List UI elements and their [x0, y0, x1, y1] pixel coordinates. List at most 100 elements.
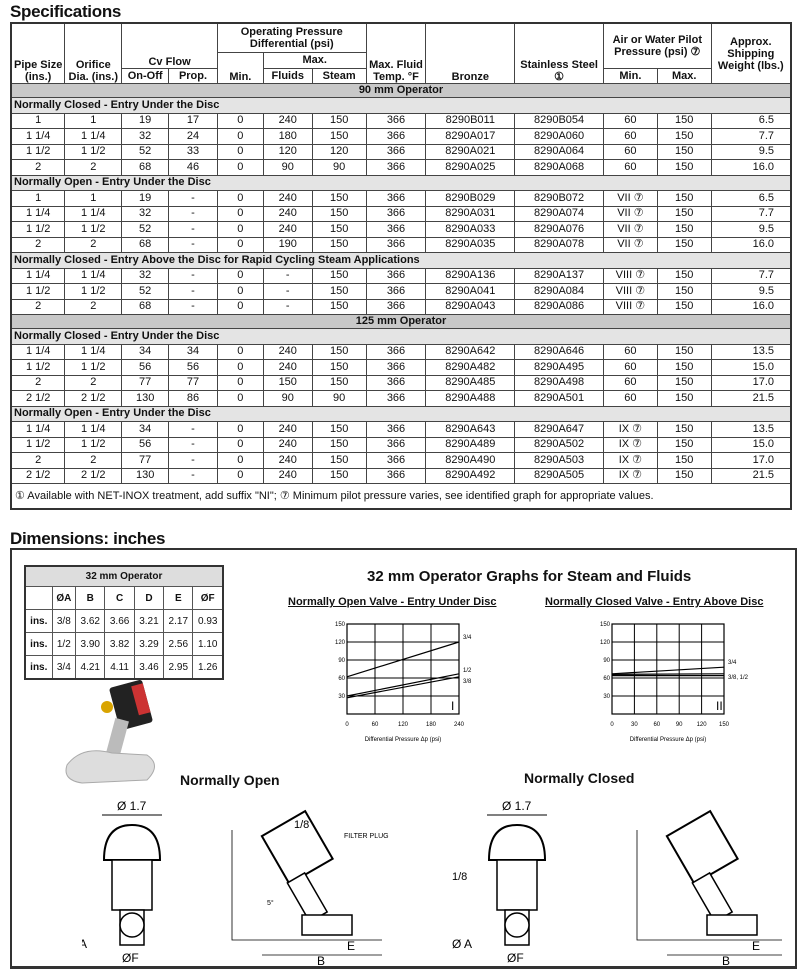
- table-cell: 1 1/4: [64, 205, 123, 222]
- table-cell: -: [168, 452, 218, 469]
- table-cell: 240: [262, 221, 313, 238]
- table-cell: IX ⑦: [602, 452, 658, 469]
- table-cell: 19: [121, 190, 170, 207]
- header-pilot-pressure: Air or Water Pilot Pressure (psi) ⑦: [602, 22, 712, 69]
- table-cell: 366: [365, 374, 427, 391]
- table-cell: 150: [311, 221, 367, 238]
- table-cell: 366: [365, 221, 427, 238]
- table-cell: 19: [121, 112, 170, 129]
- table-cell: 8290A643: [425, 421, 516, 438]
- dimensions-panel: 32 mm Operator ØA B C D E ØF ins. 3/8 3.62 3.66 3…: [10, 548, 797, 969]
- table-cell: 150: [262, 374, 313, 391]
- table-cell: VIII ⑦: [602, 283, 658, 300]
- group-label: Normally Closed - Entry Under the Disc: [10, 97, 792, 114]
- series-label: 3/8, 1/2: [728, 675, 749, 681]
- table-cell: 16.0: [710, 298, 792, 315]
- series-line: [346, 676, 460, 699]
- table-cell: 60: [602, 128, 658, 145]
- table-cell: 240: [262, 452, 313, 469]
- dimension-header: D: [133, 586, 165, 610]
- table-cell: 60: [602, 359, 658, 376]
- table-cell: -: [262, 298, 313, 315]
- table-cell: 60: [602, 390, 658, 407]
- table-cell: -: [262, 267, 313, 284]
- table-cell: 0: [216, 190, 264, 207]
- table-cell: 1 1/2: [10, 359, 66, 376]
- table-cell: 13.5: [710, 421, 792, 438]
- table-cell: 1: [64, 190, 123, 207]
- table-cell: 366: [365, 205, 427, 222]
- header-max-temp: Max. Fluid Temp. °F: [365, 22, 427, 84]
- table-cell: 366: [365, 421, 427, 438]
- table-cell: 8290B054: [514, 112, 604, 129]
- table-cell: 1 1/4: [64, 421, 123, 438]
- table-cell: 8290A647: [514, 421, 604, 438]
- table-cell: 240: [262, 436, 313, 453]
- table-cell: 0: [216, 205, 264, 222]
- table-cell: 150: [311, 421, 367, 438]
- table-cell: 8290A041: [425, 283, 516, 300]
- table-cell: 120: [311, 143, 367, 160]
- header-pilot-max: Max.: [656, 67, 712, 84]
- y-tick-label: 90: [603, 658, 610, 664]
- table-cell: 150: [311, 236, 367, 253]
- table-cell: 77: [121, 452, 170, 469]
- table-cell: 150: [311, 190, 367, 207]
- table-cell: 150: [656, 159, 712, 176]
- table-row: 2 2 77-0 240 150 366 8290A490 8290A503 IX ⑦ 150 17…: [10, 452, 792, 469]
- table-cell: 68: [121, 236, 170, 253]
- valve-photo: [65, 680, 155, 784]
- x-tick-label: 240: [454, 722, 465, 728]
- table-row: 1 1/4 1 1/4 32-0-150 366 8290A136 8290A137 VII…: [10, 267, 792, 284]
- graph-annotation: II: [716, 699, 723, 713]
- table-cell: 2 1/2: [64, 390, 123, 407]
- table-cell: 0: [216, 467, 264, 484]
- table-cell: 8290A064: [514, 143, 604, 160]
- table-cell: 150: [311, 128, 367, 145]
- table-cell: 130: [121, 467, 170, 484]
- table-cell: 150: [311, 436, 367, 453]
- table-cell: 90: [311, 390, 367, 407]
- table-cell: 2: [64, 159, 123, 176]
- table-cell: 34: [121, 421, 170, 438]
- table-cell: 150: [656, 283, 712, 300]
- table-cell: IX ⑦: [602, 421, 658, 438]
- table-cell: VIII ⑦: [602, 298, 658, 315]
- table-cell: 2: [64, 374, 123, 391]
- dimension-cell: 3.21: [133, 609, 165, 633]
- footnote: ① Available with NET-INOX treatment, add…: [10, 483, 792, 510]
- dimension-cell: 0.93: [192, 609, 224, 633]
- table-row: 2 2 68-0-150 366 8290A043 8290A086 VIII ⑦ 150 16…: [10, 298, 792, 315]
- table-cell: 150: [656, 359, 712, 376]
- operator-row: 90 mm Operator: [10, 83, 792, 98]
- dimension-row: ins. 3/4 4.21 4.11 3.46 2.95 1.26: [24, 655, 224, 680]
- table-cell: 240: [262, 190, 313, 207]
- table-cell: IX ⑦: [602, 436, 658, 453]
- header-orifice: Orifice Dia. (ins.): [64, 22, 123, 84]
- table-row: 2 2 68-0 190 150 366 8290A035 8290A078 VII ⑦ 150 1…: [10, 236, 792, 253]
- table-cell: 150: [656, 128, 712, 145]
- graphs-title: 32 mm Operator Graphs for Steam and Flui…: [367, 568, 692, 585]
- table-row: 1 1/2 1 1/2 52 33 0 120 120 366 8290A021 8290A064…: [10, 143, 792, 160]
- f-label: ØF: [122, 951, 139, 965]
- normally-closed-title: Normally Closed: [524, 770, 635, 786]
- table-cell: 17.0: [710, 374, 792, 391]
- table-cell: 366: [365, 298, 427, 315]
- table-cell: 8290A489: [425, 436, 516, 453]
- table-cell: 130: [121, 390, 170, 407]
- group-label: Normally Open - Entry Under the Disc: [10, 174, 792, 191]
- table-cell: 150: [656, 343, 712, 360]
- table-cell: 366: [365, 390, 427, 407]
- table-cell: 366: [365, 143, 427, 160]
- table-cell: 150: [656, 221, 712, 238]
- table-cell: 8290A084: [514, 283, 604, 300]
- group-row: Normally Closed - Entry Under the Disc: [10, 97, 792, 114]
- table-cell: 366: [365, 359, 427, 376]
- table-cell: 8290A498: [514, 374, 604, 391]
- table-cell: 0: [216, 374, 264, 391]
- group-label: Normally Open - Entry Under the Disc: [10, 405, 792, 422]
- table-cell: 1 1/2: [64, 143, 123, 160]
- table-cell: 0: [216, 128, 264, 145]
- table-cell: 9.5: [710, 143, 792, 160]
- table-cell: 150: [311, 298, 367, 315]
